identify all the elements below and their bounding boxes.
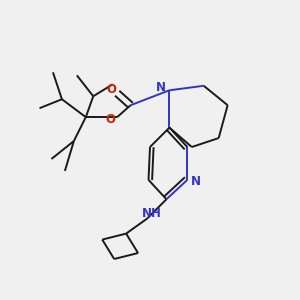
Text: NH: NH — [142, 207, 161, 220]
Text: O: O — [106, 113, 116, 126]
Text: N: N — [156, 81, 166, 94]
Text: O: O — [106, 83, 116, 96]
Text: N: N — [191, 175, 201, 188]
